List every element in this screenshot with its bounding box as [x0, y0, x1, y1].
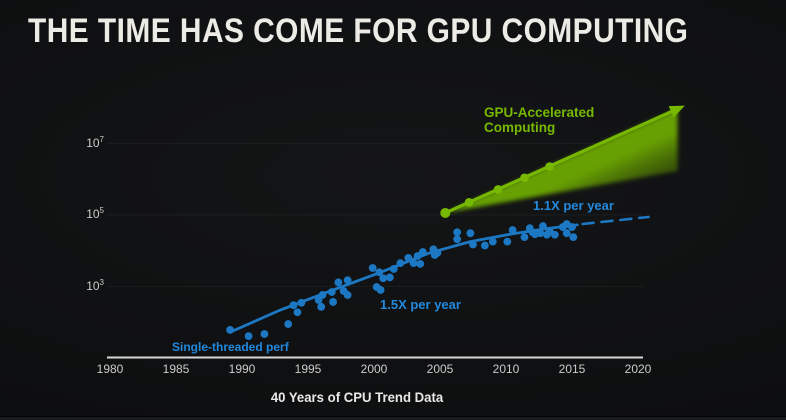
bottom-edge-strip [0, 416, 786, 420]
cpu-scatter-point [480, 241, 489, 250]
gpu-growth-arrowhead-icon [668, 105, 685, 118]
cpu-scatter-point [343, 276, 352, 285]
cpu-scatter-point [244, 332, 253, 340]
rate-1-5x-per-year-label: 1.5X per year [380, 297, 461, 312]
cpu-scatter-point [416, 259, 425, 268]
x-tick-label: 2015 [558, 362, 586, 376]
x-tick-label: 1985 [162, 362, 190, 376]
chart-caption: 40 Years of CPU Trend Data [270, 389, 444, 405]
single-threaded-perf-label: Single-threaded perf [172, 340, 289, 354]
x-tick-label: 2005 [426, 362, 454, 376]
cpu-scatter-point [260, 330, 269, 338]
y-tick-label: 107 [86, 134, 104, 150]
cpu-scatter-point [488, 237, 497, 246]
x-tick-label: 1980 [96, 362, 124, 376]
x-tick-label: 2020 [624, 362, 652, 376]
cpu-scatter-point [317, 302, 326, 311]
slide-title: THE TIME HAS COME FOR GPU COMPUTING [28, 12, 689, 50]
cpu-scatter-point [550, 230, 559, 239]
gpu-accelerated-computing-label: GPU-Accelerated Computing [484, 105, 594, 135]
cpu-scatter-point [569, 233, 578, 242]
gpu-data-point [545, 162, 554, 171]
cpu-scatter-point [379, 274, 388, 283]
cpu-scatter-point [453, 235, 462, 244]
cpu-scatter-point [368, 264, 377, 272]
gpu-label-line2: Computing [484, 120, 556, 135]
cpu-scatter-point [329, 298, 337, 306]
cpu-scatter-point [284, 320, 293, 328]
gpu-growth-line [443, 107, 680, 215]
cpu-scatter-point [376, 286, 385, 294]
x-tick-label: 2010 [492, 362, 520, 376]
gpu-data-point [493, 185, 503, 194]
x-tick-label: 1995 [294, 362, 322, 376]
cpu-scatter-point [334, 278, 343, 287]
gpu-data-point [440, 207, 451, 218]
cpu-scatter-point [562, 229, 571, 238]
cpu-scatter-point [466, 229, 475, 238]
cpu-trend-line [231, 223, 579, 333]
gpu-data-point [520, 173, 529, 183]
x-tick-label: 1990 [228, 362, 256, 376]
cpu-projection-dashed-line [581, 215, 650, 226]
cpu-scatter-point [503, 237, 512, 246]
y-tick-label: 105 [86, 206, 104, 222]
cpu-scatter-point [343, 291, 352, 299]
cpu-scatter-point [536, 229, 545, 238]
cpu-scatter-point [508, 226, 517, 234]
cpu-scatter-point [520, 233, 529, 242]
x-tick-label: 2000 [360, 362, 388, 376]
gpu-label-line1: GPU-Accelerated [484, 105, 595, 120]
rate-1-1x-per-year-label: 1.1X per year [533, 198, 614, 213]
cpu-scatter-point [293, 308, 302, 317]
cpu-scatter-point [453, 228, 462, 237]
cpu-scatter-point [385, 273, 394, 282]
y-tick-label: 103 [86, 277, 104, 293]
gpu-data-point [464, 198, 474, 207]
